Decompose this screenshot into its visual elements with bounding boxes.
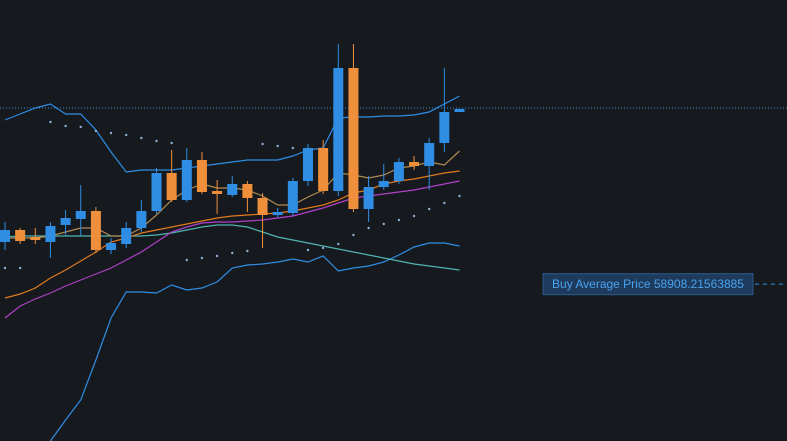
candle-body [181,160,192,200]
indicator-line [4,180,460,319]
sar-dot [49,120,52,124]
candle-body [0,230,10,242]
candle-body [121,228,132,244]
candle-body [454,109,465,112]
sar-dot [458,194,461,198]
sar-dot [18,266,22,270]
indicator-line [49,242,460,441]
sar-dot [140,136,143,140]
sar-dot [3,266,7,270]
sar-dot [443,201,446,205]
candle-body [136,211,147,228]
sar-dot [231,251,234,255]
sar-dot [200,256,204,260]
sar-dot [397,218,401,222]
sar-dot [246,249,249,253]
sar-dot [276,144,279,148]
candle-body [242,184,253,198]
sar-dot [367,226,370,230]
sar-dot [94,129,98,133]
sar-dot [125,133,128,137]
buy-average-box [542,273,754,296]
sar-dot [352,233,355,237]
candle-body [378,181,389,187]
sar-dot [64,124,67,128]
candle-body [287,181,298,213]
sar-dot [185,258,188,262]
candle-body [333,68,344,191]
candle-body [424,143,435,166]
buy-average-text: Buy Average Price [552,277,651,291]
sar-dot [382,222,385,226]
sar-dot [412,214,416,218]
candle-body [106,243,117,250]
candle-body [318,148,329,191]
candle-body [75,211,86,219]
candle-body [212,191,223,194]
sar-dot [170,141,173,145]
candle-body [272,212,283,215]
candle-body [166,173,177,200]
sar-dot [155,139,158,143]
sar-dot [428,207,431,211]
sar-dot [79,125,82,129]
sar-dot [215,254,219,258]
buy-average-value: 58908.21563885 [654,277,744,291]
candle-body [15,230,26,241]
candle-body [363,187,374,209]
sar-dot [291,146,295,150]
candle-body [439,112,450,143]
candle-body [45,226,56,242]
candle-body [348,68,359,209]
candle-body [227,184,238,195]
sar-dot [261,142,264,146]
candle-body [151,173,162,211]
candle-body [303,148,313,181]
candle-body [60,218,71,225]
sar-dot [337,242,340,246]
candle-body [409,162,420,166]
candle-body [393,162,404,181]
candle-body [90,211,101,250]
candle-body [257,198,268,215]
candle-body [30,237,41,240]
sar-dot [321,246,325,250]
indicator-line [4,95,460,173]
sar-dot [306,248,310,252]
sar-dot [109,131,113,135]
buy-average-label: Buy Average Price 58908.21563885 [552,277,744,291]
candle-body [196,160,207,192]
